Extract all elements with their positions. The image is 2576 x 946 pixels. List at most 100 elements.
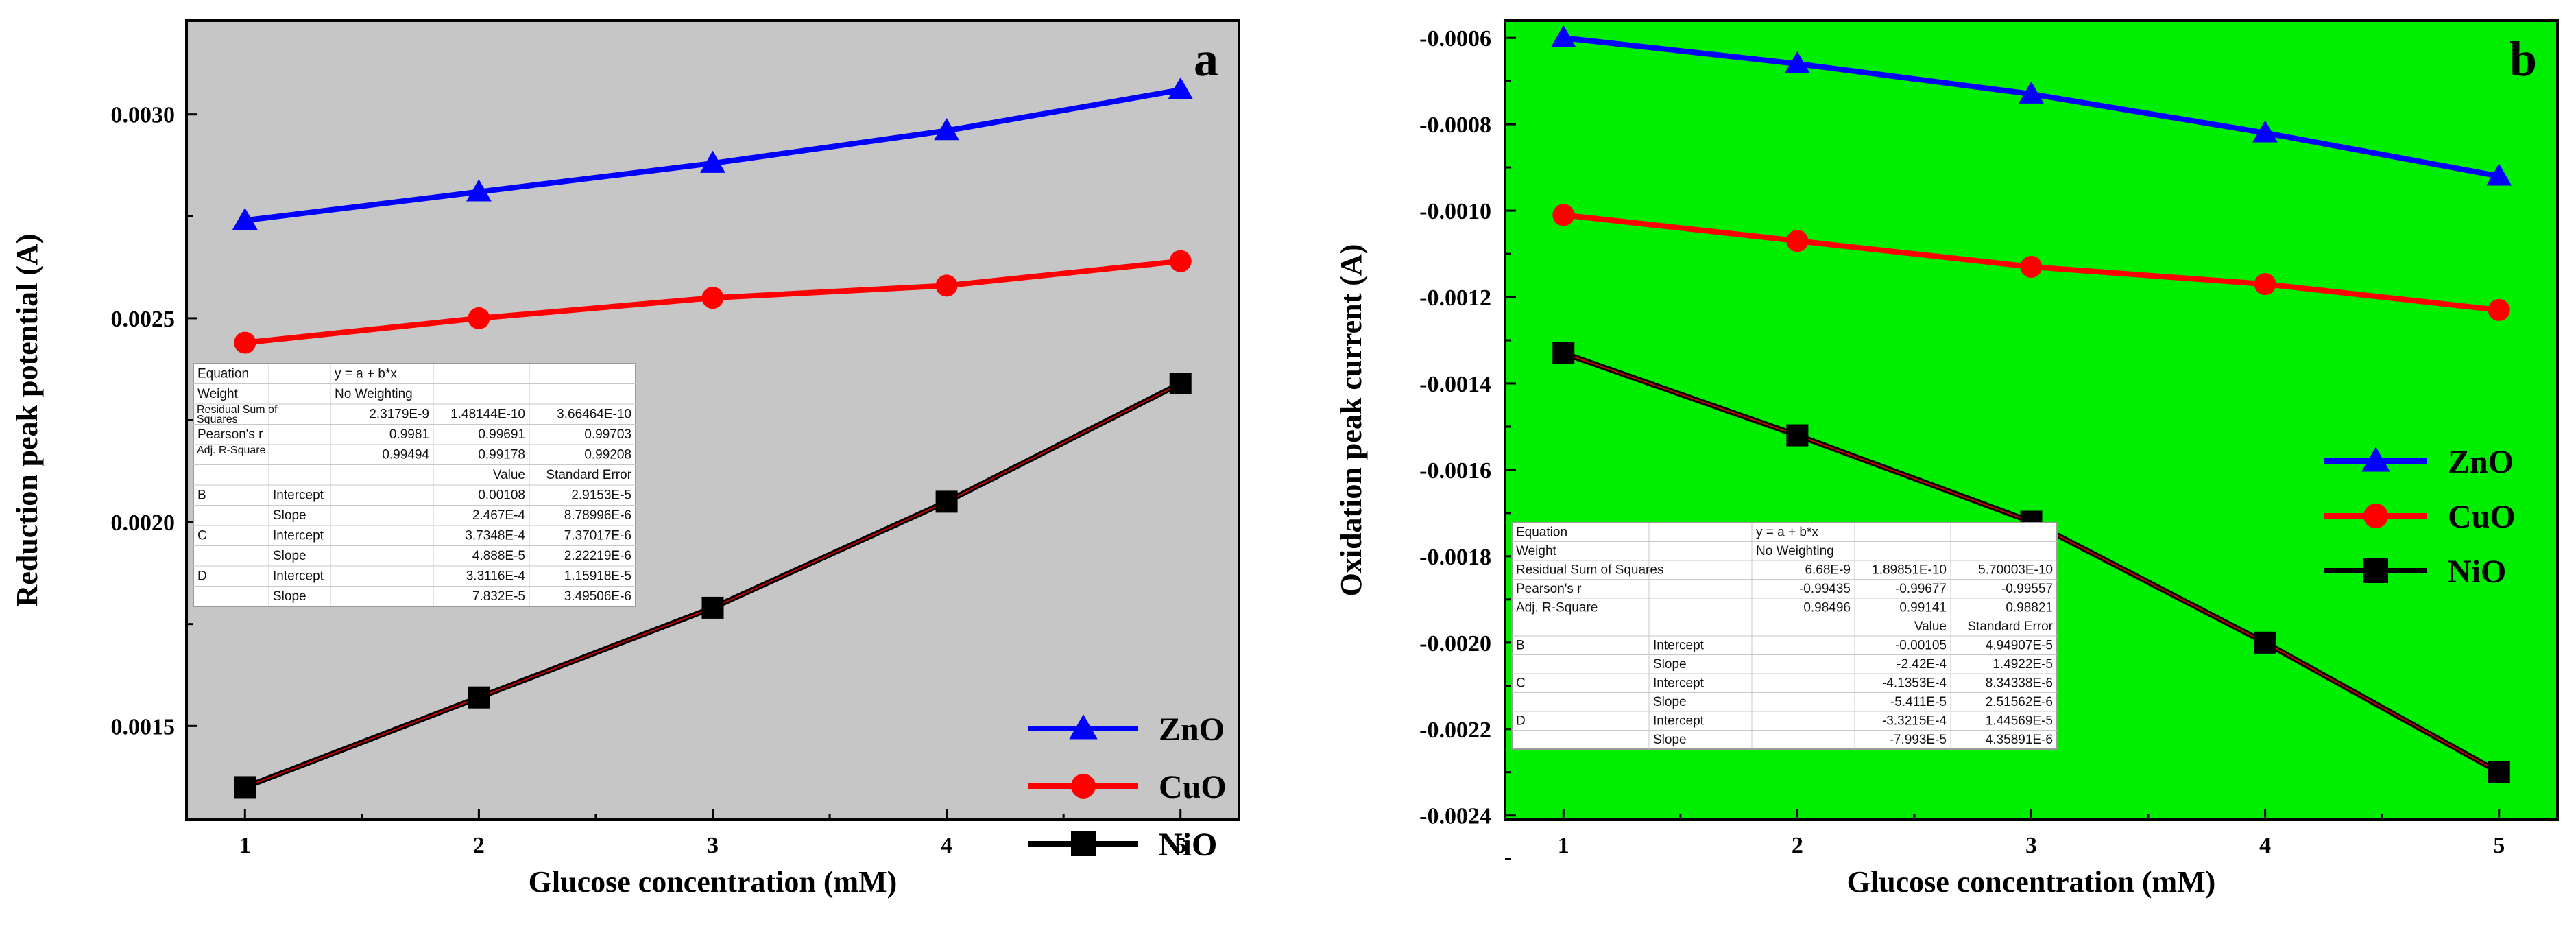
stats-cell: 3.49506E-6 — [564, 589, 631, 604]
stats-cell: Slope — [273, 508, 306, 523]
data-point-zno — [1168, 77, 1194, 99]
stats-cell: 1.15918E-5 — [564, 569, 631, 584]
data-point-cuo — [1786, 230, 1809, 252]
data-point-cuo — [701, 287, 724, 309]
stats-cell: Value — [1914, 619, 1947, 634]
stats-cell: Slope — [1653, 657, 1687, 672]
x-axis-title: Glucose concentration (mM) — [1847, 865, 2216, 899]
legend-label-nio: NiO — [2448, 554, 2506, 590]
stats-cell: D — [197, 569, 207, 584]
data-point-zno — [2019, 81, 2044, 104]
legend-marker-zno — [2361, 447, 2390, 472]
stats-cell-wrap: Squares — [197, 414, 238, 425]
y-tick-label: 0.0030 — [111, 103, 176, 128]
data-point-zno — [934, 118, 960, 141]
stats-cell: Intercept — [273, 488, 324, 503]
stats-cell: 2.22219E-6 — [564, 549, 631, 563]
stats-cell: B — [1516, 638, 1525, 652]
data-point-nio — [468, 686, 490, 709]
stats-cell: Weight — [1516, 544, 1557, 558]
stats-cell: 8.78996E-6 — [564, 508, 631, 523]
y-tick-label: 0.0020 — [111, 510, 176, 536]
stats-cell: C — [1516, 676, 1526, 690]
legend-marker-nio — [2363, 558, 2388, 583]
y-tick-label: -0.0008 — [1419, 113, 1491, 138]
stats-cell: 0.00108 — [478, 488, 525, 503]
stats-cell: Slope — [1653, 695, 1687, 709]
data-point-nio — [1169, 373, 1192, 395]
x-tick-label: 2 — [1792, 833, 1803, 858]
stats-cell: Equation — [1516, 525, 1567, 539]
stats-cell: Weight — [197, 387, 239, 401]
data-point-cuo — [1552, 204, 1575, 226]
x-axis-title: Glucose concentration (mM) — [529, 865, 898, 899]
data-point-cuo — [2254, 273, 2276, 296]
stats-cell: 0.99703 — [584, 427, 631, 442]
stats-cell: -3.3215E-4 — [1882, 713, 1947, 728]
stats-cell: -2.42E-4 — [1897, 657, 1947, 672]
legend-label-cuo: CuO — [2448, 499, 2516, 535]
stats-cell: -4.1353E-4 — [1882, 676, 1947, 690]
stats-cell: Pearson's r — [197, 427, 263, 442]
data-point-cuo — [234, 331, 256, 354]
stats-cell: -5.411E-5 — [1890, 695, 1947, 709]
stats-cell: 3.7348E-4 — [465, 529, 525, 543]
y-axis-title: Reduction peak potential (A) — [10, 234, 44, 607]
stats-cell: 7.37017E-6 — [564, 529, 631, 543]
data-point-nio — [935, 490, 958, 513]
stats-cell: C — [197, 529, 207, 543]
stats-cell: -0.99557 — [2001, 582, 2053, 596]
stats-cell: -7.993E-5 — [1890, 733, 1947, 747]
data-point-nio — [2488, 761, 2510, 783]
data-point-cuo — [468, 307, 490, 329]
stats-cell: Intercept — [1653, 638, 1705, 652]
legend-label-nio: NiO — [1159, 827, 1217, 863]
stats-cell: 5.70003E-10 — [1978, 563, 2053, 577]
x-tick-label: 5 — [1175, 833, 1186, 858]
stats-cell: Standard Error — [1967, 619, 2053, 634]
data-point-nio — [1786, 424, 1809, 447]
stats-cell: 1.4922E-5 — [1993, 657, 2053, 672]
stats-cell: 0.9981 — [389, 427, 429, 442]
stats-cell: 0.99141 — [1899, 600, 1947, 615]
data-point-cuo — [935, 274, 958, 297]
stats-cell: 1.44569E-5 — [1986, 713, 2053, 728]
stats-cell: y = a + b*x — [1756, 525, 1818, 539]
y-tick-label: -0.0024 — [1419, 804, 1491, 829]
y-axis-title: Oxidation peak current (A) — [1334, 244, 1368, 597]
stats-cell: Pearson's r — [1516, 582, 1582, 596]
data-point-cuo — [1169, 250, 1192, 272]
stats-cell: Slope — [1653, 733, 1687, 747]
y-tick-label: -0.0020 — [1419, 631, 1491, 657]
stats-cell: Intercept — [1653, 676, 1705, 690]
stats-cell: 8.34338E-6 — [1986, 676, 2053, 690]
data-point-nio — [2254, 631, 2276, 654]
stats-cell: -0.99435 — [1799, 582, 1851, 596]
y-tick-label: -0.0006 — [1419, 26, 1491, 51]
data-point-zno — [2252, 120, 2278, 143]
legend-label-zno: ZnO — [2448, 444, 2514, 480]
y-tick-label: 0.0015 — [111, 714, 176, 740]
stats-cell: 1.48144E-10 — [450, 407, 525, 422]
stats-cell: Intercept — [1653, 713, 1705, 728]
data-point-nio — [701, 596, 724, 619]
y-tick-label: -0.0018 — [1419, 545, 1491, 570]
stats-cell: Intercept — [273, 529, 324, 543]
data-point-nio — [234, 776, 256, 799]
data-point-zno — [700, 150, 725, 173]
y-tick-label: -0.0014 — [1419, 372, 1491, 397]
stats-cell: 0.99178 — [478, 448, 525, 462]
y-tick-label: -0.0022 — [1419, 718, 1491, 743]
stats-cell: 1.89851E-10 — [1872, 563, 1947, 577]
data-point-cuo — [2020, 255, 2043, 278]
stats-cell: y = a + b*x — [335, 367, 397, 381]
data-point-zno — [2486, 163, 2512, 186]
stats-cell: No Weighting — [335, 387, 413, 401]
data-point-zno — [232, 207, 258, 230]
stats-cell: 7.832E-5 — [472, 589, 525, 604]
stats-cell: 2.3179E-9 — [369, 407, 429, 422]
stats-cell: 4.94907E-5 — [1986, 638, 2053, 652]
stats-cell: 0.99494 — [382, 448, 429, 462]
x-tick-label: 3 — [707, 833, 719, 858]
stats-cell: Residual Sum of — [197, 404, 278, 416]
